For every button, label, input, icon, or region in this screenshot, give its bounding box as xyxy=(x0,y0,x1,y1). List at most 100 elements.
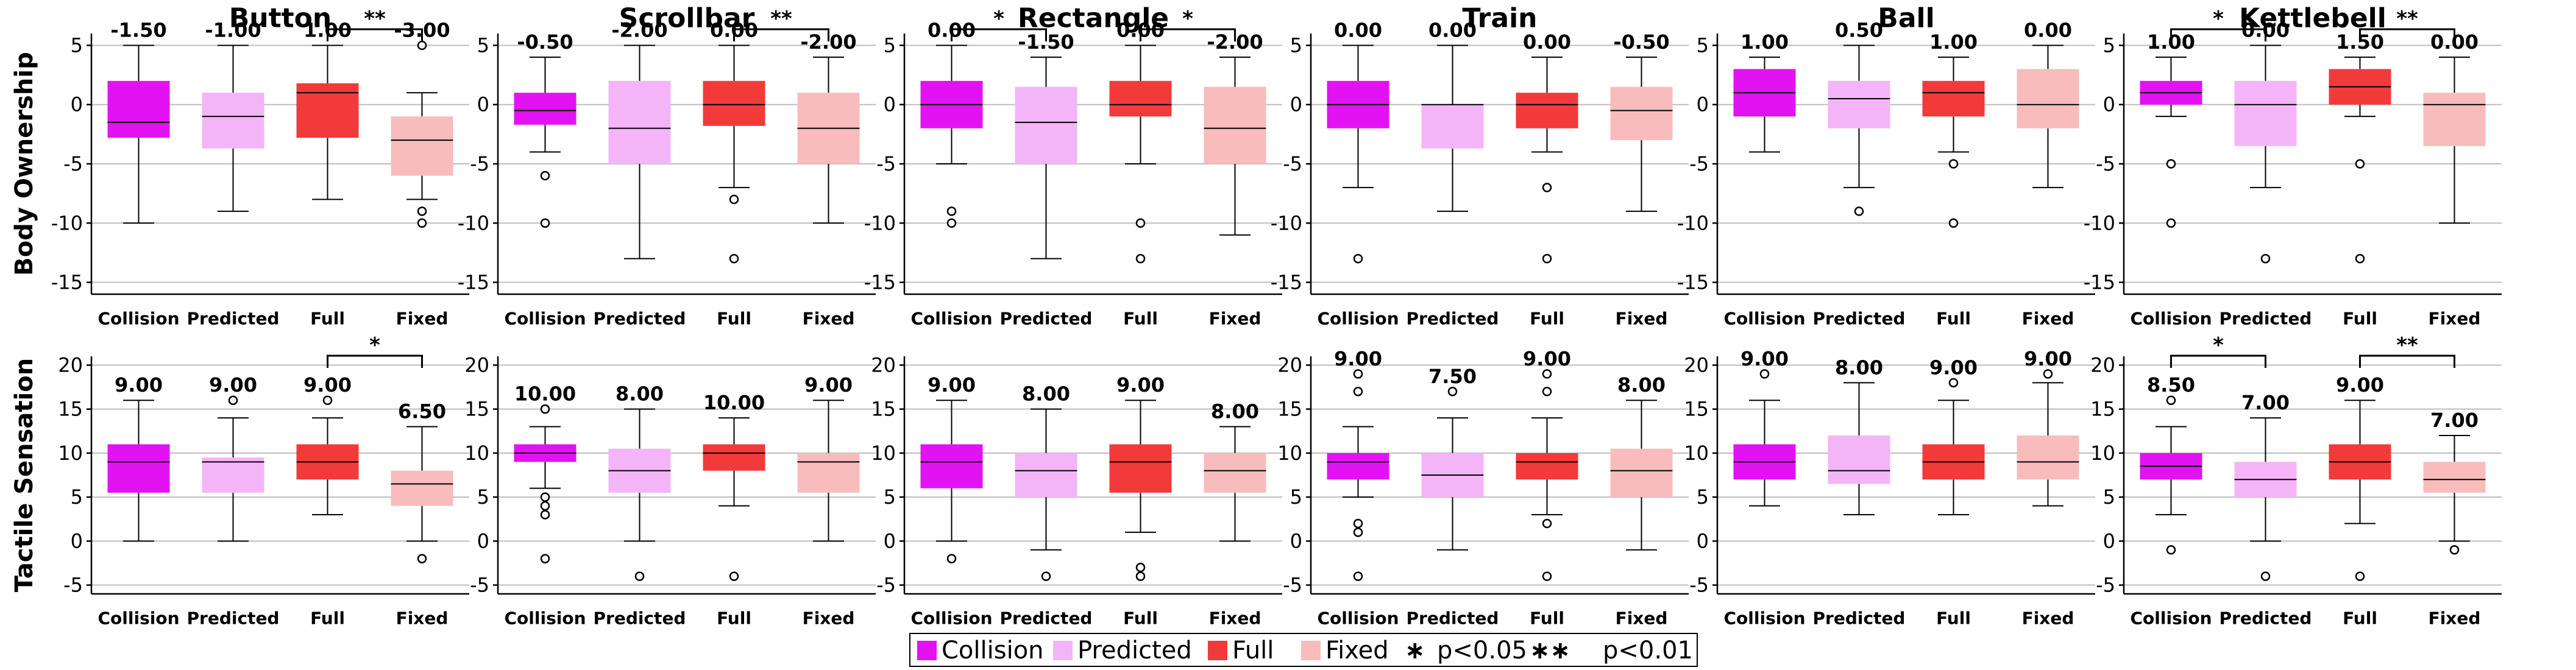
box-fixed xyxy=(2017,69,2079,129)
significance-stars: * xyxy=(2213,7,2224,31)
significance-bracket xyxy=(2359,28,2455,41)
box-fixed xyxy=(1204,453,1266,493)
y-tick-label: 0 xyxy=(1290,529,1302,552)
y-tick-label: 5 xyxy=(71,485,83,509)
outlier-point xyxy=(2043,369,2053,379)
y-tick-label: -10 xyxy=(864,211,896,234)
category-label: Full xyxy=(717,309,751,329)
significance-stars: * xyxy=(993,7,1004,31)
box-collision xyxy=(107,80,170,138)
median-label: 9.00 xyxy=(2024,347,2072,370)
chart-panel: -5 0 5 10 15 20 9.00 Collision 7.50 Predicted 9.00… xyxy=(1277,347,1689,629)
median-label: 7.00 xyxy=(2430,409,2478,432)
significance-bracket xyxy=(2170,354,2266,368)
outlier-point xyxy=(634,571,645,581)
y-tick-label: 10 xyxy=(1277,442,1302,465)
median-label: -1.50 xyxy=(110,18,166,41)
y-tick-label: 5 xyxy=(477,485,489,509)
box-predicted xyxy=(1828,80,1890,129)
median-label: 9.00 xyxy=(303,373,352,397)
category-label: Fixed xyxy=(1209,608,1261,629)
outlier-point xyxy=(1542,253,1552,264)
category-label: Fixed xyxy=(1616,309,1668,329)
outlier-point xyxy=(2166,159,2176,169)
category-label: Fixed xyxy=(396,309,449,329)
box-full xyxy=(1109,80,1172,117)
y-tick-label: 20 xyxy=(1277,353,1302,376)
y-tick-label: 5 xyxy=(1697,34,1709,57)
chart-panel: -15-10-505Ball1.00Collision0.50Predicted… xyxy=(1677,3,2095,329)
outlier-point xyxy=(417,40,427,51)
y-tick-label: -5 xyxy=(63,152,83,175)
significance-bracket xyxy=(951,28,1047,41)
chart-panel: -5 0 5 10 15 20 9.00 Collision 8.00 Predicted 9.00… xyxy=(1684,347,2095,629)
median-label: 8.00 xyxy=(616,383,664,406)
box-predicted xyxy=(202,457,264,493)
y-tick-label: -15 xyxy=(1677,271,1709,294)
outlier-point xyxy=(1759,369,1770,379)
box-predicted xyxy=(1421,104,1484,149)
y-tick-label: 20 xyxy=(1684,353,1709,376)
median-label: 10.00 xyxy=(703,391,765,414)
y-tick-label: 20 xyxy=(58,353,83,376)
y-tick-label: 5 xyxy=(71,34,83,57)
y-tick-label: -5 xyxy=(470,152,489,175)
category-label: Predicted xyxy=(1407,309,1499,329)
box-full xyxy=(296,83,359,138)
box-fixed xyxy=(1204,86,1266,164)
box-collision xyxy=(514,93,577,125)
outlier-point xyxy=(1542,571,1552,581)
y-tick-label: -10 xyxy=(2084,211,2115,234)
chart-panel: -5 0 5 10 15 20 8.50 Collision 7.00 Predicted 9.00… xyxy=(2090,333,2502,629)
category-label: Full xyxy=(1936,309,1971,329)
category-label: Collision xyxy=(2130,608,2212,629)
outlier-point xyxy=(540,404,550,414)
y-tick-label: 5 xyxy=(1697,485,1709,509)
box-collision xyxy=(1327,453,1389,480)
y-tick-label: 20 xyxy=(871,353,896,376)
legend-sig-label: p<0.05 xyxy=(1437,636,1527,665)
category-label: Fixed xyxy=(396,608,449,629)
category-label: Collision xyxy=(910,309,992,329)
chart-panel: -15-10-505Train0.00Collision0.00Predicte… xyxy=(1271,3,1689,329)
median-label: 8.50 xyxy=(2147,373,2195,397)
outlier-point xyxy=(540,218,550,228)
box-fixed xyxy=(2017,436,2079,480)
category-label: Predicted xyxy=(187,309,280,329)
outlier-point xyxy=(540,492,550,502)
y-tick-label: 0 xyxy=(884,93,896,116)
y-tick-label: -5 xyxy=(1689,574,1709,597)
significance-stars: * xyxy=(369,333,380,358)
outlier-point xyxy=(1135,562,1146,573)
y-tick-label: 5 xyxy=(2103,34,2115,57)
y-tick-label: -5 xyxy=(1689,152,1709,175)
outlier-point xyxy=(1542,183,1552,192)
median-label: 9.00 xyxy=(1523,347,1571,370)
box-predicted xyxy=(2234,80,2297,146)
legend-swatch-fixed xyxy=(1301,641,1321,660)
category-label: Collision xyxy=(1317,608,1399,629)
y-tick-label: 15 xyxy=(464,398,489,421)
category-label: Fixed xyxy=(1616,608,1668,629)
legend-label: Collision xyxy=(942,636,1044,665)
outlier-point xyxy=(946,206,957,216)
median-label: 0.00 xyxy=(2024,18,2072,41)
outlier-point xyxy=(1948,378,1959,388)
median-label: -1.00 xyxy=(205,18,261,41)
y-tick-label: -15 xyxy=(2084,271,2115,294)
median-label: -0.50 xyxy=(1613,30,1669,54)
median-label: 9.00 xyxy=(209,373,257,397)
outlier-point xyxy=(417,554,427,563)
outlier-point xyxy=(540,510,550,520)
outlier-point xyxy=(729,571,739,581)
y-tick-label: 20 xyxy=(2090,353,2115,376)
y-tick-label: -15 xyxy=(51,271,83,294)
significance-bracket xyxy=(2359,354,2455,368)
outlier-point xyxy=(1353,253,1363,264)
y-tick-label: 5 xyxy=(1290,34,1302,57)
outlier-point xyxy=(946,554,957,563)
outlier-point xyxy=(2449,545,2460,555)
box-full xyxy=(703,80,765,126)
box-fixed xyxy=(2423,93,2486,146)
median-label: 1.00 xyxy=(1740,30,1789,54)
